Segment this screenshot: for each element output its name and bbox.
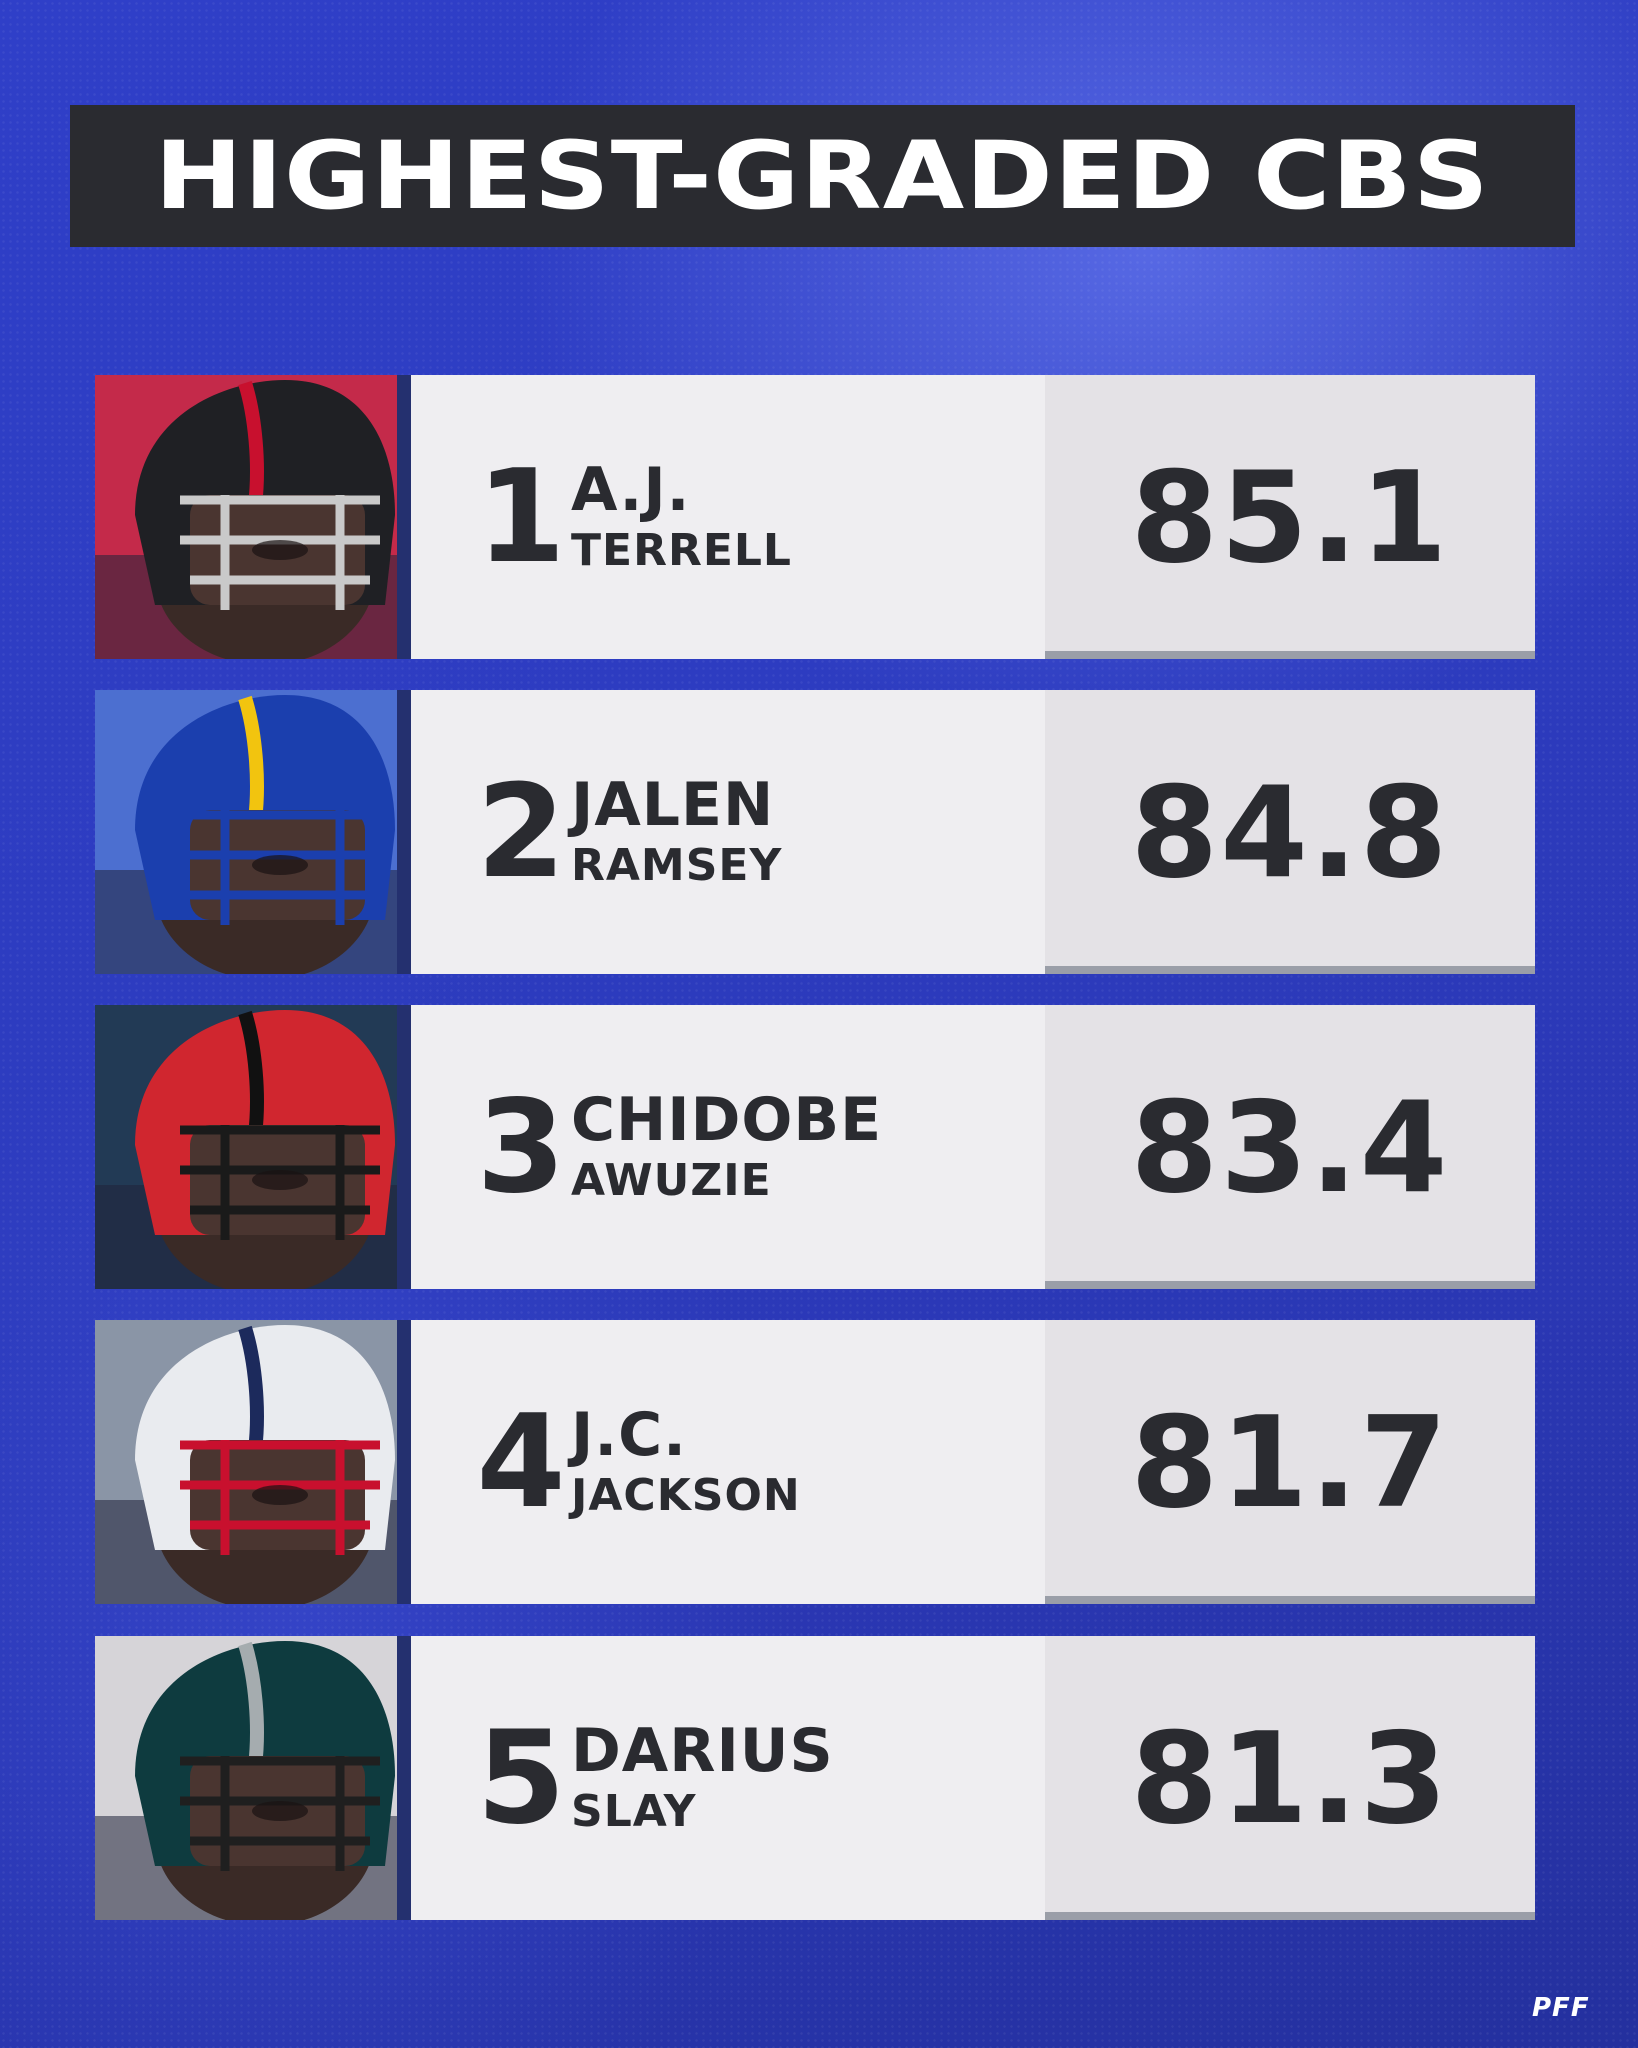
player-grade: 83.4 [1130,1073,1450,1221]
ranking-row: 5 DARIUS SLAY 81.3 [95,1636,1535,1920]
grade-panel: 83.4 [1045,1005,1535,1289]
player-name: JALEN RAMSEY [571,690,782,974]
player-name: DARIUS SLAY [571,1636,834,1920]
grade-panel: 81.7 [1045,1320,1535,1604]
player-last-name: AWUZIE [571,1155,772,1206]
rank-number: 3 [476,1072,566,1222]
patriots-helmet-icon [95,1320,397,1604]
title-banner: HIGHEST-GRADED CBS [70,105,1575,247]
player-grade: 84.8 [1130,758,1450,906]
player-photo [95,375,397,659]
falcons-helmet-icon [95,375,397,659]
rank-number: 5 [476,1703,566,1853]
rams-helmet-icon [95,690,397,974]
bengals-helmet-icon [95,1005,397,1289]
grade-panel: 81.3 [1045,1636,1535,1920]
player-first-name: JALEN [571,770,775,840]
name-panel: 5 DARIUS SLAY [411,1636,1045,1920]
player-grade: 85.1 [1130,443,1450,591]
player-photo [95,1636,397,1920]
pff-logo: PFF [1532,1993,1590,2023]
rank-number: 2 [476,757,566,907]
rank-number: 1 [476,442,566,592]
player-grade: 81.7 [1130,1388,1450,1536]
player-last-name: RAMSEY [571,840,783,891]
name-panel: 1 A.J. TERRELL [411,375,1045,659]
row-divider [397,1005,411,1289]
player-last-name: JACKSON [571,1470,801,1521]
grade-panel: 85.1 [1045,375,1535,659]
ranking-row: 3 CHIDOBE AWUZIE 83.4 [95,1005,1535,1289]
player-first-name: J.C. [571,1400,687,1470]
grade-panel: 84.8 [1045,690,1535,974]
name-panel: 4 J.C. JACKSON [411,1320,1045,1604]
player-name: CHIDOBE AWUZIE [571,1005,882,1289]
name-panel: 2 JALEN RAMSEY [411,690,1045,974]
ranking-row: 1 A.J. TERRELL 85.1 [95,375,1535,659]
player-last-name: TERRELL [571,525,792,576]
player-name: A.J. TERRELL [571,375,792,659]
ranking-row: 4 J.C. JACKSON 81.7 [95,1320,1535,1604]
player-first-name: DARIUS [571,1716,834,1786]
player-name: J.C. JACKSON [571,1320,801,1604]
player-photo [95,1005,397,1289]
page-title: HIGHEST-GRADED CBS [154,121,1491,231]
player-first-name: A.J. [571,455,691,525]
player-first-name: CHIDOBE [571,1085,883,1155]
rank-number: 4 [476,1387,566,1537]
row-divider [397,1636,411,1920]
player-photo [95,690,397,974]
eagles-helmet-icon [95,1636,397,1920]
player-grade: 81.3 [1130,1704,1450,1852]
ranking-row: 2 JALEN RAMSEY 84.8 [95,690,1535,974]
row-divider [397,375,411,659]
name-panel: 3 CHIDOBE AWUZIE [411,1005,1045,1289]
player-photo [95,1320,397,1604]
player-last-name: SLAY [571,1786,697,1837]
row-divider [397,690,411,974]
row-divider [397,1320,411,1604]
